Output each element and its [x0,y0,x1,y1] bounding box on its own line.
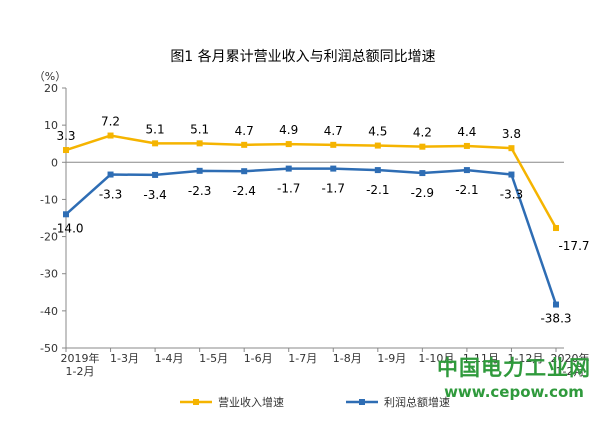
data-point-marker [463,167,470,174]
data-label: 4.9 [279,123,298,137]
data-point-marker [241,141,248,148]
data-point-marker [553,301,559,308]
data-label: -3.3 [99,188,122,202]
data-label: -1.7 [277,182,300,196]
legend-label: 利润总额增速 [384,395,450,409]
watermark: 中国电力工业网 www.cepow.com [424,352,604,401]
y-tick-label: -50 [40,342,58,355]
x-tick-label: 1-11月 [463,352,499,365]
x-tick-label-line: 1-8月 [333,352,362,365]
watermark-name: 中国电力工业网 [437,356,591,380]
data-point-marker [419,143,426,150]
x-tick-label-line: 1-3月 [110,352,139,365]
y-tick-label: -30 [40,268,58,281]
x-tick-label-line: 1-9月 [377,352,406,365]
data-point-marker [196,140,203,147]
y-tick-label: -40 [40,305,58,318]
x-tick-label-line: 1-12月 [507,352,543,365]
series-line-1 [65,134,558,229]
data-point-marker [374,167,381,174]
y-tick-label: -20 [40,231,58,244]
data-point-marker [196,167,203,174]
data-label: 4.7 [235,124,254,138]
data-label: 5.1 [146,122,165,136]
x-tick-label-line: 2020年 [551,351,590,365]
data-point-marker [107,132,114,139]
data-point-marker [63,147,69,154]
data-label: 4.5 [368,125,387,139]
data-label: -17.7 [558,239,589,253]
data-label: 4.4 [457,125,476,139]
data-label: -2.3 [188,184,211,198]
data-label: -2.9 [411,186,434,200]
chart-title: 图1 各月累计营业收入与利润总额同比增速 [170,49,436,65]
x-tick-label: 1-10月 [418,352,454,365]
y-unit-label: （%） [34,70,66,83]
data-point-marker [463,142,470,149]
data-point-marker [152,171,159,178]
series-line-2 [65,167,558,305]
watermark-url: www.cepow.com [444,383,584,401]
data-label: 4.2 [413,126,432,140]
data-label: -3.4 [143,188,166,202]
data-label: -1.7 [322,182,345,196]
x-tick-label-line: 1-6月 [244,352,273,365]
data-label: 3.3 [56,129,75,143]
data-point-marker [330,165,337,172]
data-point-marker [152,140,159,147]
data-label: -2.1 [455,183,478,197]
x-tick-label: 1-5月 [199,352,228,365]
data-label: -2.1 [366,183,389,197]
data-point-marker [508,145,515,152]
data-label: 4.7 [324,124,343,138]
data-point-marker [419,170,426,177]
data-point-marker [553,225,559,232]
legend-label: 营业收入增速 [218,395,284,409]
y-tick-label: 0 [51,156,58,169]
data-point-marker [508,171,515,178]
data-label: -2.4 [232,184,255,198]
data-label: -14.0 [52,221,83,235]
x-tick-label-line: 1-11月 [463,352,499,365]
data-point-marker [374,142,381,149]
x-tick-label: 1-9月 [377,352,406,365]
data-label: 3.8 [502,127,521,141]
y-tick-label: 20 [44,82,58,95]
data-point-marker [63,211,69,218]
x-tick-label: 1-7月 [288,352,317,365]
x-tick-label-line: 1-2月 [66,365,95,378]
data-point-marker [285,141,292,148]
x-tick-label-line: 2019年 [61,351,100,365]
data-label: 5.1 [190,122,209,136]
x-tick-label-line: 1-5月 [199,352,228,365]
data-point-marker [107,171,114,178]
data-point-marker [285,165,292,172]
x-tick-label: 1-3月 [110,352,139,365]
data-point-marker [241,168,248,175]
x-tick-label-line: 1-7月 [288,352,317,365]
x-tick-label-line: 1-10月 [418,352,454,365]
x-tick-label: 1-12月 [507,352,543,365]
data-point-marker [330,141,337,148]
y-tick-label: 10 [44,119,58,132]
x-tick-label: 1-4月 [155,352,184,365]
x-tick-label: 1-6月 [244,352,273,365]
legend-swatch-marker [193,399,199,405]
y-tick-label: -10 [40,193,58,206]
legend-swatch-marker [359,399,365,405]
x-tick-label: 1-8月 [333,352,362,365]
data-label: -3.3 [500,188,523,202]
x-tick-label: 2020年 1-2月 [551,351,590,378]
x-tick-label-line: 1-2月 [556,365,585,378]
x-tick-label-line: 1-4月 [155,352,184,365]
x-tick-label: 2019年 1-2月 [61,351,100,378]
data-label: 7.2 [101,115,120,129]
data-label: -38.3 [540,312,571,326]
